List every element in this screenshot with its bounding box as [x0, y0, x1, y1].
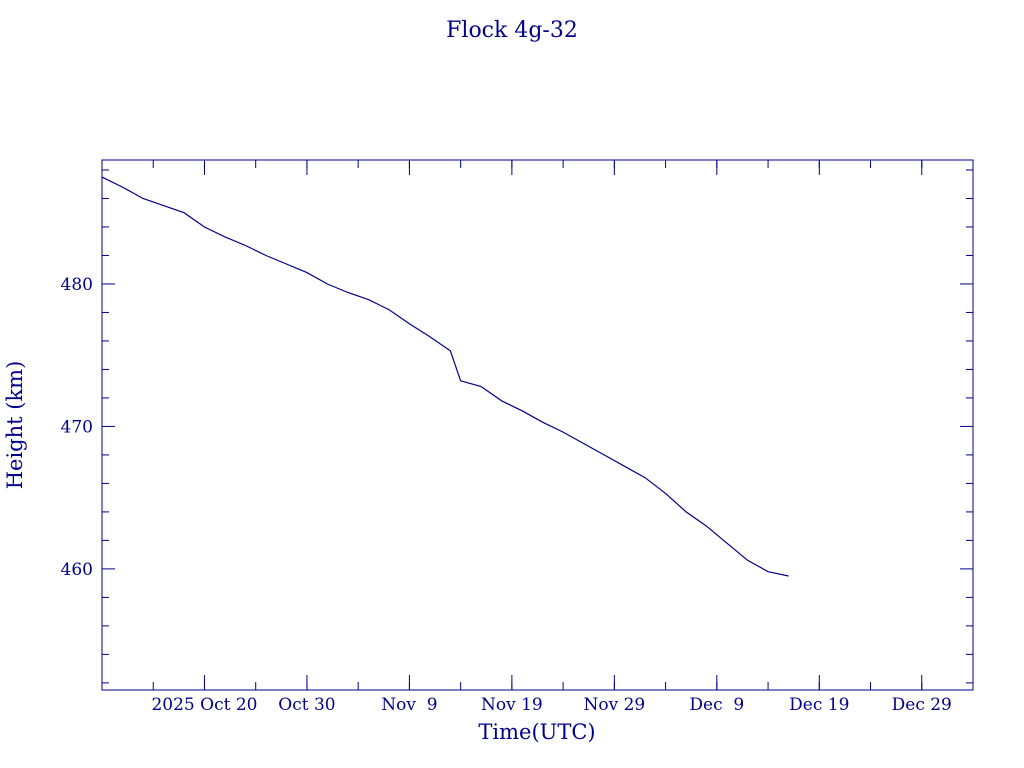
x-tick-label: Dec 29: [892, 695, 952, 715]
plot-frame: [101, 159, 974, 691]
x-axis-label: Time(UTC): [478, 720, 595, 744]
y-axis-label: Height (km): [3, 361, 27, 490]
x-tick-label: 2025 Oct 20: [151, 695, 257, 715]
x-tick-label: Nov 29: [583, 695, 645, 715]
x-tick-label: Nov 9: [381, 695, 437, 715]
series-line: [101, 176, 789, 577]
x-tick-label: Nov 19: [481, 695, 543, 715]
x-tick-label: Oct 30: [278, 695, 335, 715]
x-tick-label: Dec 9: [689, 695, 744, 715]
y-tick-label: 470: [61, 417, 93, 437]
x-tick-label: Dec 19: [789, 695, 849, 715]
y-tick-label: 480: [61, 275, 93, 295]
chart-title: Flock 4g-32: [446, 18, 578, 43]
x-axis: 2025 Oct 20 Oct 30 Nov 9 Nov 19 Nov 29 Dec 9 D…: [151, 160, 952, 715]
y-tick-label: 460: [61, 560, 93, 580]
y-axis: 460 470 480: [61, 169, 973, 684]
